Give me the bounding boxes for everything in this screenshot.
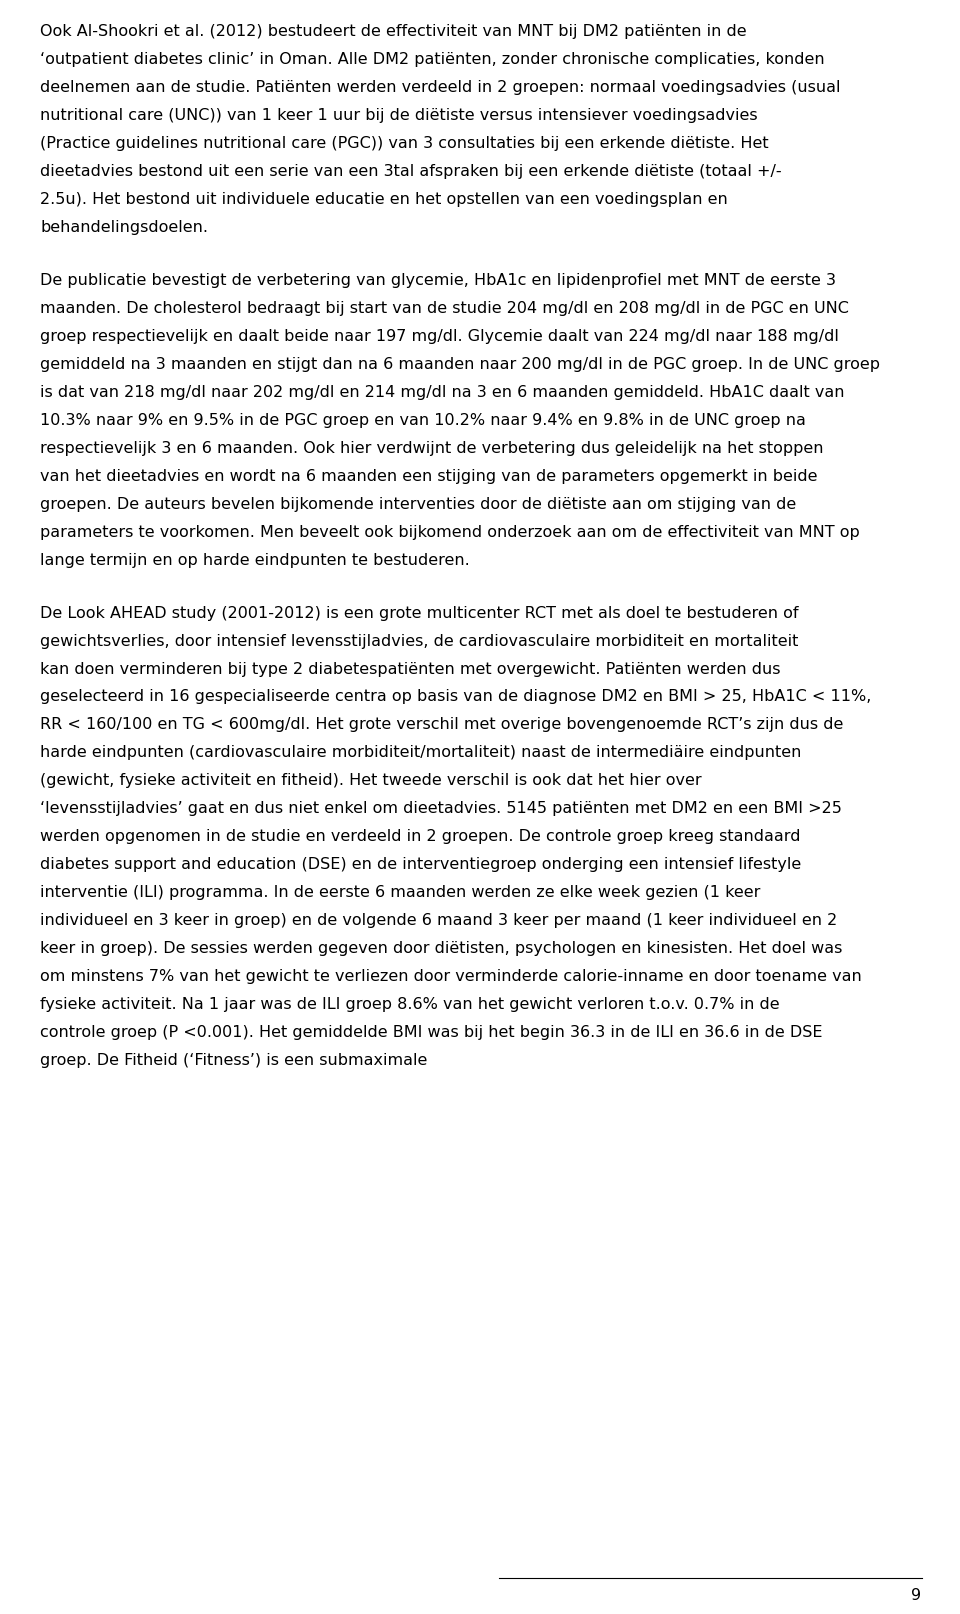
Text: werden opgenomen in de studie en verdeeld in 2 groepen. De controle groep kreeg : werden opgenomen in de studie en verdeel… xyxy=(40,828,801,844)
Text: nutritional care (UNC)) van 1 keer 1 uur bij de diëtiste versus intensiever voed: nutritional care (UNC)) van 1 keer 1 uur… xyxy=(40,108,758,123)
Text: De Look AHEAD study (2001-2012) is een grote multicenter RCT met als doel te bes: De Look AHEAD study (2001-2012) is een g… xyxy=(40,605,799,620)
Text: groep respectievelijk en daalt beide naar 197 mg/dl. Glycemie daalt van 224 mg/d: groep respectievelijk en daalt beide naa… xyxy=(40,329,839,344)
Text: dieetadvies bestond uit een serie van een 3tal afspraken bij een erkende diëtist: dieetadvies bestond uit een serie van ee… xyxy=(40,165,782,179)
Text: harde eindpunten (cardiovasculaire morbiditeit/mortaliteit) naast de intermediäi: harde eindpunten (cardiovasculaire morbi… xyxy=(40,746,802,760)
Text: (gewicht, fysieke activiteit en fitheid). Het tweede verschil is ook dat het hie: (gewicht, fysieke activiteit en fitheid)… xyxy=(40,773,702,788)
Text: gemiddeld na 3 maanden en stijgt dan na 6 maanden naar 200 mg/dl in de PGC groep: gemiddeld na 3 maanden en stijgt dan na … xyxy=(40,357,880,371)
Text: diabetes support and education (DSE) en de interventiegroep onderging een intens: diabetes support and education (DSE) en … xyxy=(40,857,802,872)
Text: controle groep (P <0.001). Het gemiddelde BMI was bij het begin 36.3 in de ILI e: controle groep (P <0.001). Het gemiddeld… xyxy=(40,1025,823,1039)
Text: gewichtsverlies, door intensief levensstijladvies, de cardiovasculaire morbidite: gewichtsverlies, door intensief levensst… xyxy=(40,633,799,649)
Text: kan doen verminderen bij type 2 diabetespatiënten met overgewicht. Patiënten wer: kan doen verminderen bij type 2 diabetes… xyxy=(40,662,780,676)
Text: (Practice guidelines nutritional care (PGC)) van 3 consultaties bij een erkende : (Practice guidelines nutritional care (P… xyxy=(40,136,769,152)
Text: respectievelijk 3 en 6 maanden. Ook hier verdwijnt de verbetering dus geleidelij: respectievelijk 3 en 6 maanden. Ook hier… xyxy=(40,441,824,455)
Text: keer in groep). De sessies werden gegeven door diëtisten, psychologen en kinesis: keer in groep). De sessies werden gegeve… xyxy=(40,941,843,955)
Text: ‘levensstijladvies’ gaat en dus niet enkel om dieetadvies. 5145 patiënten met DM: ‘levensstijladvies’ gaat en dus niet enk… xyxy=(40,801,842,815)
Text: groepen. De auteurs bevelen bijkomende interventies door de diëtiste aan om stij: groepen. De auteurs bevelen bijkomende i… xyxy=(40,495,797,512)
Text: groep. De Fitheid (‘Fitness’) is een submaximale: groep. De Fitheid (‘Fitness’) is een sub… xyxy=(40,1052,428,1067)
Text: RR < 160/100 en TG < 600mg/dl. Het grote verschil met overige bovengenoemde RCT’: RR < 160/100 en TG < 600mg/dl. Het grote… xyxy=(40,717,844,733)
Text: 2.5u). Het bestond uit individuele educatie en het opstellen van een voedingspla: 2.5u). Het bestond uit individuele educa… xyxy=(40,192,728,207)
Text: deelnemen aan de studie. Patiënten werden verdeeld in 2 groepen: normaal voeding: deelnemen aan de studie. Patiënten werde… xyxy=(40,81,841,95)
Text: interventie (ILI) programma. In de eerste 6 maanden werden ze elke week gezien (: interventie (ILI) programma. In de eerst… xyxy=(40,884,760,899)
Text: van het dieetadvies en wordt na 6 maanden een stijging van de parameters opgemer: van het dieetadvies en wordt na 6 maande… xyxy=(40,468,818,483)
Text: 9: 9 xyxy=(911,1587,922,1601)
Text: ‘outpatient diabetes clinic’ in Oman. Alle DM2 patiënten, zonder chronische comp: ‘outpatient diabetes clinic’ in Oman. Al… xyxy=(40,52,825,68)
Text: De publicatie bevestigt de verbetering van glycemie, HbA1c en lipidenprofiel met: De publicatie bevestigt de verbetering v… xyxy=(40,273,836,287)
Text: behandelingsdoelen.: behandelingsdoelen. xyxy=(40,220,208,234)
Text: parameters te voorkomen. Men beveelt ook bijkomend onderzoek aan om de effectivi: parameters te voorkomen. Men beveelt ook… xyxy=(40,525,860,539)
Text: Ook Al-Shookri et al. (2012) bestudeert de effectiviteit van MNT bij DM2 patiënt: Ook Al-Shookri et al. (2012) bestudeert … xyxy=(40,24,747,39)
Text: om minstens 7% van het gewicht te verliezen door verminderde calorie-inname en d: om minstens 7% van het gewicht te verlie… xyxy=(40,968,862,983)
Text: 10.3% naar 9% en 9.5% in de PGC groep en van 10.2% naar 9.4% en 9.8% in de UNC g: 10.3% naar 9% en 9.5% in de PGC groep en… xyxy=(40,413,806,428)
Text: is dat van 218 mg/dl naar 202 mg/dl en 214 mg/dl na 3 en 6 maanden gemiddeld. Hb: is dat van 218 mg/dl naar 202 mg/dl en 2… xyxy=(40,384,845,400)
Text: individueel en 3 keer in groep) en de volgende 6 maand 3 keer per maand (1 keer : individueel en 3 keer in groep) en de vo… xyxy=(40,912,837,928)
Text: fysieke activiteit. Na 1 jaar was de ILI groep 8.6% van het gewicht verloren t.o: fysieke activiteit. Na 1 jaar was de ILI… xyxy=(40,996,780,1012)
Text: maanden. De cholesterol bedraagt bij start van de studie 204 mg/dl en 208 mg/dl : maanden. De cholesterol bedraagt bij sta… xyxy=(40,300,850,316)
Text: geselecteerd in 16 gespecialiseerde centra op basis van de diagnose DM2 en BMI >: geselecteerd in 16 gespecialiseerde cent… xyxy=(40,689,872,704)
Text: lange termijn en op harde eindpunten te bestuderen.: lange termijn en op harde eindpunten te … xyxy=(40,552,470,567)
